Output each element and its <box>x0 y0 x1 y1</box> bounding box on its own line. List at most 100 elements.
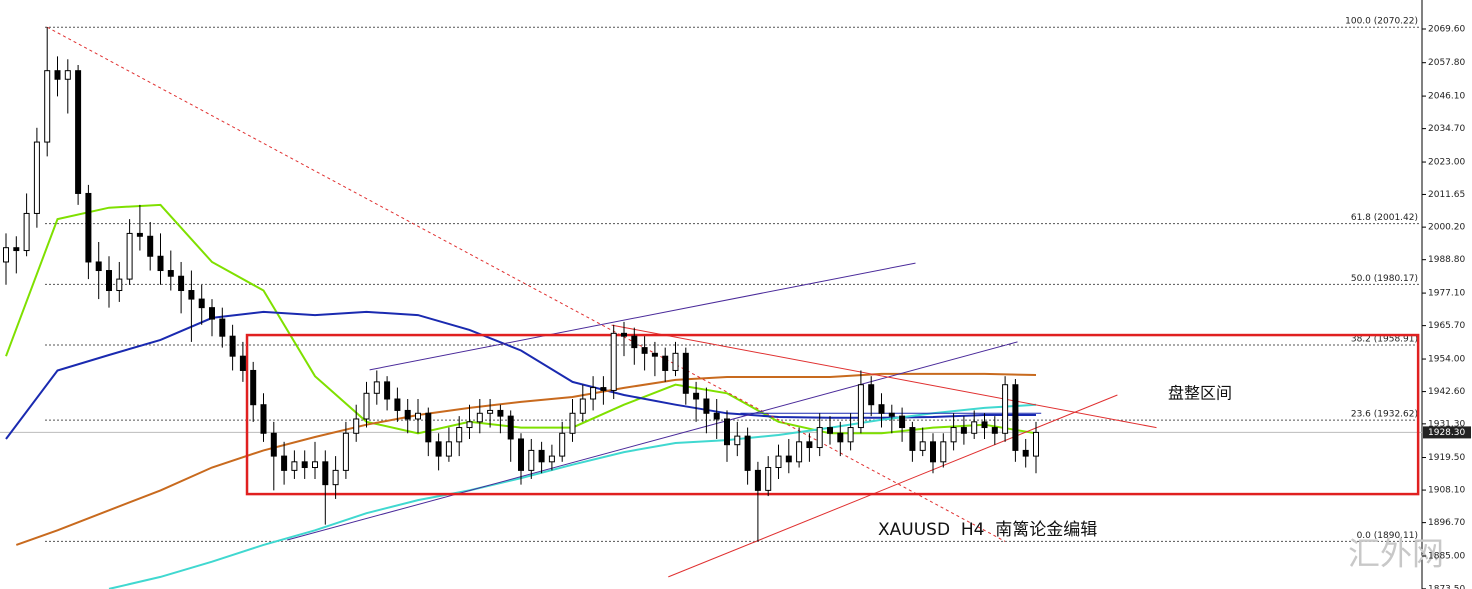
fib-label: 0.0 (1890.11) <box>1357 531 1418 541</box>
candle-body <box>476 412 483 423</box>
candle-body <box>33 141 40 214</box>
candle-body <box>157 255 164 272</box>
y-tick-label: 2011.65 <box>1428 190 1465 200</box>
candle-body <box>384 381 391 400</box>
candle-body <box>136 232 143 237</box>
candle-body <box>785 455 792 463</box>
candle-body <box>229 335 236 357</box>
candle-body <box>445 441 452 457</box>
candle-body <box>116 278 123 292</box>
candle-body <box>734 435 741 446</box>
candle-body <box>672 352 679 371</box>
candle-body <box>868 384 875 406</box>
candle-body <box>641 347 648 354</box>
candle-body <box>847 427 854 443</box>
candle-body <box>960 427 967 434</box>
candle-body <box>373 381 380 394</box>
fib-label: 61.8 (2001.42) <box>1351 213 1418 223</box>
y-tick-label: 1908.10 <box>1428 486 1465 496</box>
y-tick-label: 2034.70 <box>1428 124 1465 134</box>
candle-body <box>394 398 401 411</box>
trendline <box>369 262 916 371</box>
candle-body <box>713 412 720 420</box>
fib-label: 100.0 (2070.22) <box>1345 17 1418 27</box>
candle-body <box>919 441 926 451</box>
candle-body <box>930 441 936 463</box>
candle-body <box>95 261 102 272</box>
candle-body <box>85 192 92 263</box>
candle-body <box>899 415 906 429</box>
candle-body <box>610 332 617 391</box>
candle-body <box>147 235 154 257</box>
moving-average <box>5 203 1037 435</box>
candle-body <box>621 332 627 337</box>
candle-body <box>600 387 607 391</box>
moving-average <box>5 310 1036 440</box>
candle-body <box>775 455 782 469</box>
candle-body <box>23 212 30 252</box>
candle-body <box>569 412 576 434</box>
candle-body <box>662 355 669 371</box>
candle-body <box>353 418 360 434</box>
candle-body <box>54 70 61 80</box>
candle-body <box>435 441 442 457</box>
candle-body <box>682 352 689 394</box>
candle-body <box>559 432 566 457</box>
annotation: XAUUSD H4 南篱论金编辑 <box>878 520 1097 540</box>
y-tick-label: 1885.00 <box>1428 552 1465 562</box>
candle-body <box>693 392 700 400</box>
candle-body <box>518 438 524 471</box>
candle-body <box>631 335 638 349</box>
y-tick-label: 1919.50 <box>1428 453 1465 463</box>
candle-body <box>744 435 751 471</box>
candle-body <box>404 409 411 420</box>
candle-body <box>806 441 813 449</box>
y-tick-label: 1977.10 <box>1428 289 1465 299</box>
y-tick-label: 1965.70 <box>1428 321 1465 331</box>
trendline <box>46 26 1006 542</box>
candle-body <box>1002 384 1009 434</box>
candle-body <box>75 70 82 194</box>
y-tick-label: 1896.70 <box>1428 518 1465 528</box>
candle-body <box>837 432 844 443</box>
candle-body <box>528 449 535 471</box>
candle-body <box>167 270 174 277</box>
candle-body <box>991 427 998 434</box>
candle-body <box>971 421 978 434</box>
candle-body <box>3 247 9 263</box>
range-box <box>245 333 1420 496</box>
candle-body <box>507 415 514 440</box>
candle-body <box>548 455 555 463</box>
candle-body <box>219 318 226 337</box>
candle-body <box>888 412 895 417</box>
y-tick-label: 1988.80 <box>1428 255 1465 265</box>
candle-body <box>796 441 803 463</box>
candle-body <box>466 421 473 429</box>
y-tick-label: 1873.50 <box>1428 584 1465 589</box>
candle-body <box>322 461 329 486</box>
candle-body <box>754 469 761 491</box>
candle-body <box>291 461 298 471</box>
candle-body <box>950 427 957 443</box>
candle-body <box>13 247 20 252</box>
candle-body <box>281 455 288 471</box>
candle-body <box>260 404 267 434</box>
candle-body <box>415 412 421 420</box>
candle-body <box>878 404 885 414</box>
candle-body <box>301 461 308 469</box>
candle-body <box>579 398 586 414</box>
y-tick-label: 1931.30 <box>1428 419 1465 429</box>
candle-body <box>724 418 730 446</box>
y-tick-label: 2023.00 <box>1428 158 1465 168</box>
candle-body <box>816 427 823 449</box>
fib-label: 38.2 (1958.91) <box>1351 335 1418 345</box>
candle-body <box>209 307 215 320</box>
moving-average <box>15 372 1037 546</box>
candle-body <box>188 290 195 300</box>
candle-body <box>126 232 133 280</box>
candle-body <box>538 449 545 463</box>
fib-label: 50.0 (1980.17) <box>1351 274 1418 284</box>
annotation: 盘整区间 <box>1168 384 1232 403</box>
